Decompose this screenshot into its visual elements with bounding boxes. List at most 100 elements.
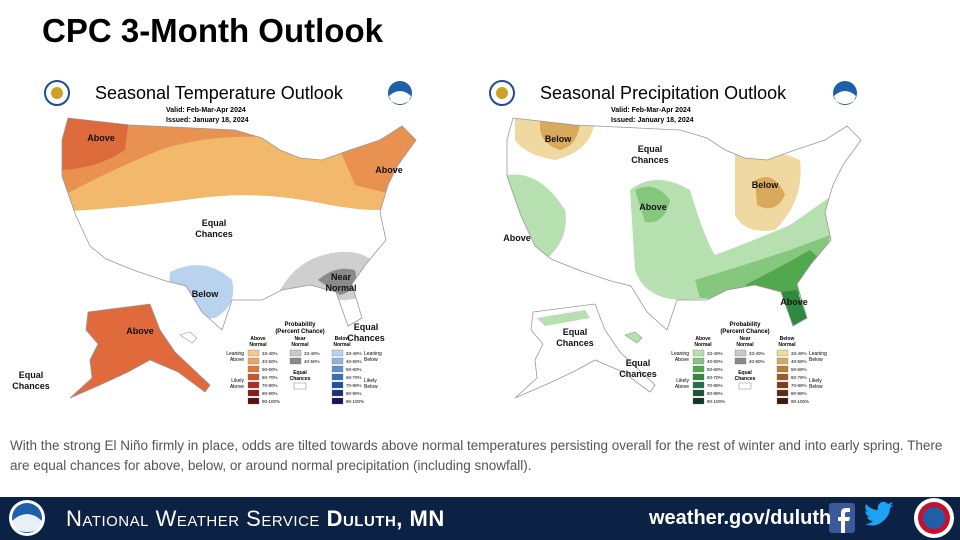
map-label: Near	[331, 272, 352, 282]
legend-equal-swatch	[293, 382, 307, 390]
legend-range: 90-100%	[707, 399, 725, 404]
map-label: Chances	[631, 155, 669, 165]
map-label: Chances	[619, 369, 657, 379]
legend-range: 60-70%	[346, 375, 362, 380]
legend-range: 90-100%	[262, 399, 280, 404]
office: Duluth, MN	[326, 506, 445, 531]
legend-range: 40-50%	[304, 359, 320, 364]
legend-side-label: Leaning	[364, 351, 382, 357]
legend-swatch	[247, 389, 260, 397]
legend-range: 90-100%	[346, 399, 364, 404]
map-label: Above	[87, 133, 115, 143]
legend-subtitle: (Percent Chance)	[720, 329, 769, 335]
alaska	[69, 303, 211, 399]
legend-range: 90-100%	[791, 399, 809, 404]
legend-swatch	[776, 373, 789, 381]
legend-equal-label: Chances	[290, 376, 311, 382]
legend-range: 50-60%	[707, 367, 723, 372]
legend-swatch	[776, 349, 789, 357]
legend-range: 60-70%	[262, 375, 278, 380]
legend-range: 33-40%	[707, 351, 723, 356]
map-label: Equal	[563, 327, 588, 337]
outlook-maps: Seasonal Temperature Outlook Valid: Feb-M…	[12, 80, 862, 405]
legend-swatch	[331, 357, 344, 365]
legend-swatch	[289, 349, 302, 357]
legend-range: 80-90%	[346, 391, 362, 396]
legend-swatch	[692, 373, 705, 381]
map-label: Above	[375, 165, 403, 175]
legend-side-label: Below	[364, 357, 378, 363]
agency-name: National Weather Service Duluth, MN	[66, 506, 445, 532]
conus-outline	[506, 117, 862, 331]
slide-title: CPC 3-Month Outlook	[42, 12, 383, 49]
legend-column-header: Above	[250, 336, 266, 342]
valid-date: Valid: Feb-Mar-Apr 2024	[611, 107, 691, 114]
legend-side-label: Leaning	[809, 351, 827, 357]
legend-range: 33-40%	[749, 351, 765, 356]
legend-swatch	[247, 357, 260, 365]
facebook-f	[838, 508, 850, 533]
outlook-region	[318, 268, 356, 295]
legend-side-label: Likely	[809, 378, 822, 384]
outlook-region	[635, 186, 670, 223]
map-label: Chances	[12, 381, 50, 391]
legend-subtitle: (Percent Chance)	[275, 329, 324, 335]
legend-column-header: Above	[695, 336, 711, 342]
outlook-region	[62, 118, 130, 170]
map-label: Equal	[626, 358, 651, 368]
conus-outline	[61, 117, 417, 331]
noaa-logo-wave	[834, 91, 856, 104]
legend-side-label: Above	[675, 384, 689, 390]
legend-equal-label: Equal	[738, 370, 752, 376]
legend-swatch	[776, 397, 789, 405]
map-label: Below	[545, 134, 573, 144]
legend-swatch	[692, 349, 705, 357]
map-label: Above	[126, 326, 154, 336]
map-label: Chances	[556, 338, 594, 348]
legend-equal-swatch	[738, 382, 752, 390]
legend-column-header: Normal	[291, 342, 309, 348]
outlook-region	[781, 290, 807, 326]
hawaii	[179, 331, 198, 344]
agency: National Weather Service	[66, 506, 320, 531]
legend-range: 70-80%	[346, 383, 362, 388]
legend-swatch	[331, 389, 344, 397]
map-label: Normal	[325, 283, 356, 293]
legend-swatch	[247, 365, 260, 373]
legend-side-label: Above	[230, 357, 244, 363]
hawaii	[624, 331, 643, 344]
legend-range: 70-80%	[262, 383, 278, 388]
legend-column-header: Near	[294, 336, 305, 342]
legend-swatch	[734, 349, 747, 357]
legend-range: 80-90%	[791, 391, 807, 396]
legend-swatch	[776, 381, 789, 389]
commerce-logo-inner	[496, 87, 508, 99]
legend-equal-label: Equal	[293, 370, 307, 376]
map-label: Below	[192, 289, 220, 299]
legend-range: 40-50%	[749, 359, 765, 364]
legend-swatch	[247, 349, 260, 357]
legend-range: 33-40%	[346, 351, 362, 356]
map-label: Equal	[354, 322, 379, 332]
legend-column-header: Near	[739, 336, 750, 342]
legend-range: 70-80%	[707, 383, 723, 388]
outlook-regions	[507, 118, 845, 326]
footer-icons	[9, 498, 954, 538]
legend-title: Probability	[284, 322, 316, 328]
caption: With the strong El Niño firmly in place,…	[10, 438, 943, 473]
legend-swatch	[289, 357, 302, 365]
twitter-icon[interactable]	[865, 501, 894, 526]
legend-column-header: Normal	[736, 342, 754, 348]
legend-side-label: Likely	[364, 378, 377, 384]
legend-title: Probability	[729, 322, 761, 328]
alaska-region	[537, 310, 590, 326]
legend-column-header: Below	[335, 336, 350, 342]
legend-swatch	[776, 365, 789, 373]
legend-range: 40-50%	[707, 359, 723, 364]
legend-range: 40-50%	[791, 359, 807, 364]
map-title: Seasonal Precipitation Outlook	[540, 83, 787, 103]
outlook-map: Seasonal Precipitation Outlook Valid: Feb…	[489, 80, 862, 405]
map-label: Chances	[347, 333, 385, 343]
website[interactable]: weather.gov/duluth	[649, 507, 832, 529]
legend-swatch	[692, 357, 705, 365]
